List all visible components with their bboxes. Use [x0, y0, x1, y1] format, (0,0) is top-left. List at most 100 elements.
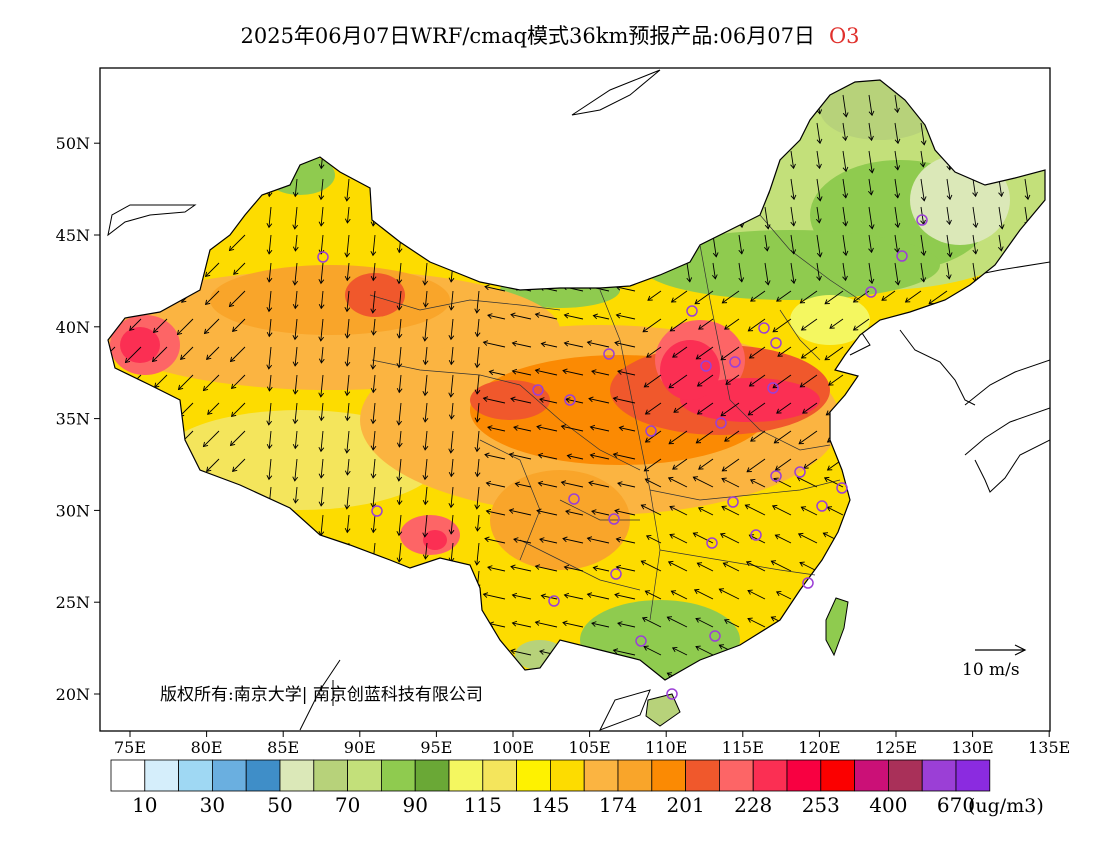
colorbar-swatch	[380, 759, 416, 792]
station-marker	[802, 577, 814, 589]
lon-tick-label: 75E	[114, 738, 146, 757]
wind-reference-arrow	[975, 644, 1027, 656]
colorbar-label: 174	[599, 793, 637, 817]
station-marker	[548, 595, 560, 607]
station-marker	[715, 417, 727, 429]
lat-tick-label: 30N	[56, 501, 90, 520]
colorbar-swatch	[888, 759, 923, 792]
station-marker	[532, 384, 544, 396]
colorbar-swatch	[820, 759, 855, 792]
station-marker	[727, 496, 739, 508]
lon-tick-label: 90E	[344, 738, 376, 757]
station-marker	[750, 529, 762, 541]
lake-baikal	[571, 69, 661, 116]
colorbar-label: 50	[267, 793, 292, 817]
wind-reference-label: 10 m/s	[962, 660, 1020, 680]
colorbar-label: 253	[802, 793, 840, 817]
colorbar-label: 10	[132, 793, 157, 817]
lat-tick-label: 40N	[56, 318, 90, 337]
lon-tick-label: 95E	[420, 738, 452, 757]
lon-tick-label: 110E	[645, 738, 687, 757]
colorbar-label: 400	[869, 793, 907, 817]
colorbar-swatch	[752, 759, 788, 792]
japan-kyushu	[964, 407, 1050, 456]
lon-tick-label: 105E	[568, 738, 610, 757]
station-marker	[686, 305, 698, 317]
station-marker	[603, 348, 615, 360]
lon-tick-label: 130E	[951, 738, 993, 757]
vietnam-coast	[598, 689, 651, 731]
lat-tick-label: 35N	[56, 410, 90, 429]
lake-balkhash	[107, 204, 197, 237]
lon-tick-label: 100E	[492, 738, 534, 757]
colorbar-swatch	[448, 759, 484, 792]
station-marker	[916, 214, 928, 226]
colorbar-swatch	[178, 759, 213, 792]
station-marker	[635, 635, 647, 647]
map-panel	[99, 67, 1051, 732]
colorbar-swatch	[685, 759, 720, 792]
station-marker	[317, 251, 329, 263]
india-coast	[299, 659, 341, 731]
colorbar-swatch	[651, 759, 686, 792]
hainan-island	[645, 693, 681, 727]
colorbar-label: 30	[200, 793, 225, 817]
station-marker	[666, 688, 678, 700]
japan-honshu	[974, 439, 1050, 493]
longitude-axis: 75E 80E 85E 90E 95E 100E 105E 110E 115E 120E 125E 1…	[114, 731, 1070, 757]
lon-tick-label: 125E	[875, 738, 917, 757]
station-marker	[568, 493, 580, 505]
station-marker	[706, 537, 718, 549]
station-marker	[767, 382, 779, 394]
latitude-axis: 20N 25N 30N 35N 40N 45N 50N	[56, 134, 100, 704]
lat-tick-label: 25N	[56, 593, 90, 612]
colorbar-labels: 10 30 50 70 90 115 145 174 201 228 253 400 670	[132, 793, 975, 817]
colorbar-swatch	[854, 759, 889, 792]
station-marker	[700, 360, 712, 372]
colorbar-swatch	[550, 759, 585, 792]
korea-coast-south	[964, 359, 1050, 406]
colorbar-label: 70	[335, 793, 360, 817]
station-marker	[770, 337, 782, 349]
station-marker	[608, 513, 620, 525]
lon-tick-label: 120E	[798, 738, 840, 757]
colorbar-swatch	[786, 759, 822, 792]
colorbar-swatch	[279, 759, 315, 792]
lon-tick-label: 85E	[267, 738, 299, 757]
station-marker	[645, 425, 657, 437]
lat-tick-label: 50N	[56, 134, 90, 153]
map-title: 2025年06月07日WRF/cmaq模式36km预报产品:06月07日 O3	[0, 20, 1100, 50]
colorbar-label: 670	[937, 793, 975, 817]
station-marker	[729, 356, 741, 368]
lon-tick-label: 80E	[191, 738, 223, 757]
pollutant-label: O3	[828, 24, 860, 48]
station-marker	[794, 466, 806, 478]
lat-tick-label: 45N	[56, 226, 90, 245]
colorbar-swatch	[617, 759, 653, 792]
station-marker	[896, 250, 908, 262]
station-marker	[758, 322, 770, 334]
station-marker	[709, 630, 721, 642]
colorbar	[110, 759, 991, 792]
korea-coast-west	[899, 329, 976, 406]
colorbar-swatch	[719, 759, 754, 792]
colorbar-swatch	[921, 759, 957, 792]
colorbar-label: 90	[402, 793, 427, 817]
colorbar-label: 201	[667, 793, 705, 817]
colorbar-swatch	[482, 759, 517, 792]
colorbar-swatch	[583, 759, 619, 792]
colorbar-swatch	[245, 759, 281, 792]
station-marker	[865, 286, 877, 298]
station-marker	[564, 394, 576, 406]
colorbar-swatch	[955, 759, 991, 792]
taiwan-island	[825, 597, 849, 657]
colorbar-swatch	[211, 759, 247, 792]
colorbar-label: 228	[734, 793, 772, 817]
colorbar-swatch	[144, 759, 180, 792]
colorbar-swatch	[110, 759, 146, 792]
province-borders	[369, 214, 861, 621]
colorbar-swatch	[313, 759, 348, 792]
colorbar-label: 145	[531, 793, 569, 817]
station-marker	[836, 482, 848, 494]
